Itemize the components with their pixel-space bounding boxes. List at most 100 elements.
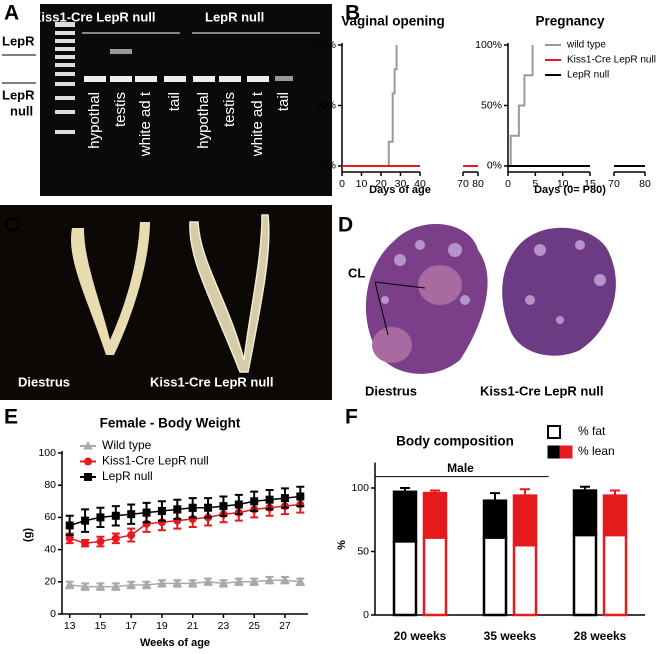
annotation: Male [447, 461, 474, 475]
legend-swatch [547, 445, 561, 459]
uterus-shape [70, 222, 150, 355]
ovary-caption: Kiss1-Cre LepR null [480, 383, 604, 398]
point [95, 581, 106, 591]
y-tick-label: 100 [351, 482, 369, 494]
cl-pointer [374, 281, 389, 336]
lane-label: hypothal [86, 92, 103, 149]
x-tick-label: 70 [608, 178, 620, 190]
uterus-caption: Kiss1-Cre LepR null [150, 374, 274, 389]
point [81, 516, 90, 525]
x-tick-label: 15 [95, 620, 107, 632]
ladder [55, 22, 75, 134]
point [64, 580, 75, 589]
point [219, 502, 228, 511]
point [173, 505, 182, 514]
point [157, 506, 166, 515]
point [127, 510, 136, 519]
x-tick-label: 19 [156, 620, 168, 632]
lane-label: testis [112, 92, 129, 127]
point [142, 508, 151, 517]
panel-letter: F [345, 406, 358, 429]
gel-image [40, 4, 332, 196]
ovary-section [502, 227, 616, 356]
lane-label: hypothal [195, 92, 212, 149]
point [81, 539, 90, 548]
point [280, 494, 289, 503]
point [250, 497, 259, 506]
series-line [69, 495, 301, 527]
point [110, 581, 121, 591]
y-tick-label: 0% [321, 160, 336, 172]
series-line [69, 579, 301, 588]
bar-lean [422, 491, 448, 539]
follicles [381, 240, 606, 324]
y-tick-label: 0% [487, 160, 502, 172]
point [127, 531, 136, 540]
series-line [342, 45, 398, 167]
y-tick-label: 50 [357, 545, 369, 557]
uterus-photo [0, 205, 332, 400]
y-tick-label: 100 [38, 447, 56, 459]
bar-fat [392, 540, 418, 617]
x-tick-label: 80 [639, 178, 651, 190]
x-tick-label: 15 [584, 178, 596, 190]
panel-letter: C [4, 214, 19, 237]
band-label: LepR [2, 33, 35, 48]
x-tick-label: 0 [505, 178, 511, 190]
y-tick-label: 100% [309, 39, 336, 51]
x-tick-label: 20 [375, 178, 387, 190]
y-tick-label: 50% [315, 99, 336, 111]
y-tick-label: 40 [44, 543, 56, 555]
point [233, 576, 244, 586]
cl-pointer [374, 281, 426, 289]
x-tick-label: 35 weeks [484, 629, 537, 643]
x-tick-label: 20 weeks [394, 629, 447, 643]
x-axis-label: Weeks of age [140, 637, 210, 649]
bar-lean [482, 499, 508, 539]
series-line [69, 503, 301, 544]
point [218, 578, 229, 587]
y-tick-label: 100% [475, 39, 502, 51]
chart-title: Body composition [396, 434, 514, 449]
y-tick-label: 0 [363, 609, 369, 621]
point [126, 580, 137, 589]
point [80, 581, 90, 591]
point [264, 575, 275, 584]
legend-label: Kiss1-Cre LepR null [567, 55, 656, 66]
cl-label: CL [348, 265, 365, 280]
chart-title: Pregnancy [535, 14, 605, 29]
bar-fat [422, 536, 448, 617]
bar-fat [482, 536, 508, 617]
x-axis-label: Days (0= P80) [534, 184, 606, 196]
band-label: null [10, 103, 33, 118]
x-tick-label: 13 [64, 620, 76, 632]
lane-label: white ad t [137, 91, 154, 157]
point [157, 578, 167, 587]
point [111, 534, 120, 543]
legend-swatch [547, 425, 561, 439]
ovary-caption: Diestrus [365, 383, 417, 398]
corpus-luteum [418, 265, 462, 305]
x-tick-label: 0 [339, 178, 345, 190]
bar-lean [512, 494, 538, 547]
y-tick-label: 20 [44, 576, 56, 588]
uterus-caption: Diestrus [18, 374, 70, 389]
panel-letter: B [345, 2, 360, 25]
x-tick-label: 25 [248, 620, 260, 632]
point [296, 492, 305, 501]
legend-label: % lean [578, 444, 615, 458]
x-tick-label: 27 [279, 620, 291, 632]
point [265, 495, 274, 504]
gel-group-label: LepR null [205, 9, 264, 24]
x-tick-label: 28 weeks [574, 629, 627, 643]
bar-lean [602, 494, 628, 537]
point [84, 457, 92, 466]
lane-label: tail [166, 92, 183, 111]
bar-fat [572, 533, 598, 617]
x-tick-label: 17 [125, 620, 137, 632]
point [172, 578, 183, 587]
panel-letter: E [4, 406, 18, 429]
point [204, 503, 213, 512]
point [96, 537, 105, 546]
x-tick-label: 40 [414, 178, 426, 190]
